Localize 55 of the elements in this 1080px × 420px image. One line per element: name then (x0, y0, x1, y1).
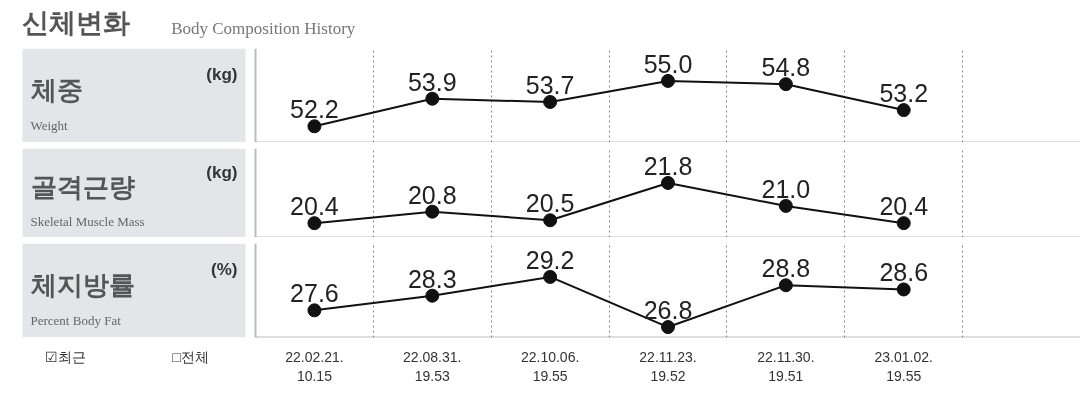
point (778, 198, 793, 213)
point (543, 269, 558, 284)
data-label: 28.3 (407, 264, 457, 293)
point (307, 303, 322, 318)
data-label: 21.8 (643, 151, 693, 180)
point (778, 278, 793, 293)
point (661, 175, 675, 190)
text: Body Composition History (171, 19, 356, 39)
point (543, 213, 558, 228)
text: Percent Body Fat (30, 313, 122, 329)
y-axis-title: (%) (211, 260, 238, 280)
data-label: 52.2 (290, 95, 339, 124)
text: 체중 (30, 74, 83, 105)
point (307, 216, 322, 231)
x-tick-label: 22.11.30. 19.51 (757, 348, 815, 384)
x-tick-label: 22.11.23. 19.52 (639, 348, 697, 384)
data-label: 53.9 (407, 67, 457, 96)
point (543, 95, 558, 109)
x-tick-label: 23.01.02. 19.55 (874, 348, 933, 384)
data-label: 20.5 (525, 189, 575, 218)
point (896, 103, 911, 118)
point (307, 119, 322, 134)
point (661, 320, 675, 335)
data-label: 27.6 (290, 279, 339, 308)
data-label: 20.4 (879, 192, 929, 221)
y-axis-title: (kg) (206, 163, 238, 183)
point (425, 288, 440, 303)
text: Weight (30, 118, 69, 134)
x-tick-label: 22.02.21. 10.15 (285, 348, 344, 384)
text: Skeletal Muscle Mass (30, 213, 145, 229)
text: ☑최근 (45, 348, 86, 365)
data-label: 26.8 (643, 296, 693, 325)
data-label: 53.7 (525, 70, 575, 99)
y-axis-title: (kg) (206, 65, 238, 85)
point (896, 216, 911, 231)
text: 체지방률 (30, 269, 135, 300)
data-label: 54.8 (761, 53, 811, 82)
data-label: 55.0 (643, 49, 693, 78)
data-label: 20.4 (290, 192, 339, 221)
data-label: 53.2 (879, 79, 929, 108)
point (425, 204, 440, 219)
data-label: 29.2 (525, 245, 575, 274)
x-tick-label: 22.10.06. 19.55 (520, 348, 580, 384)
x-tick-label: 22.08.31. 19.53 (403, 348, 462, 384)
data-label: 28.8 (761, 254, 811, 283)
text: 골격근량 (30, 171, 135, 202)
point (896, 282, 911, 297)
text: 신체변화 (22, 7, 131, 39)
point (661, 73, 675, 88)
data-label: 20.8 (407, 180, 457, 209)
data-label: 28.6 (879, 258, 929, 287)
point (778, 77, 793, 92)
text: □전체 (172, 348, 209, 365)
point (425, 91, 440, 106)
data-label: 21.0 (761, 174, 811, 203)
